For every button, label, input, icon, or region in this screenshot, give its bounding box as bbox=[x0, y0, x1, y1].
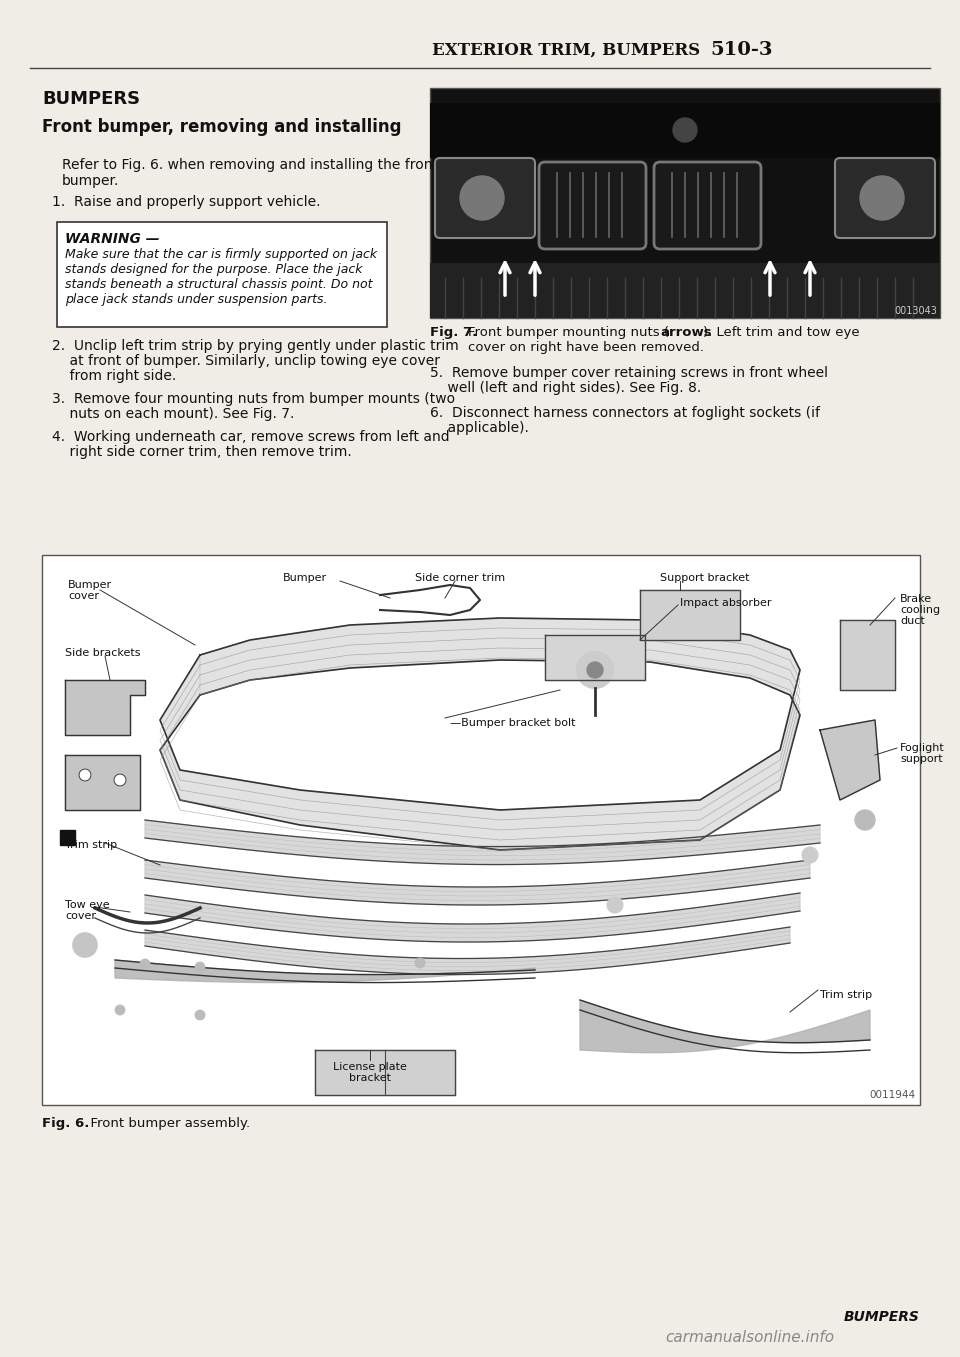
Text: 0011944: 0011944 bbox=[869, 1090, 915, 1101]
Text: from right side.: from right side. bbox=[52, 369, 177, 383]
Circle shape bbox=[115, 1006, 125, 1015]
Text: 6.  Disconnect harness connectors at foglight sockets (if: 6. Disconnect harness connectors at fogl… bbox=[430, 406, 820, 421]
Text: support: support bbox=[900, 754, 943, 764]
Polygon shape bbox=[115, 959, 535, 982]
Text: carmanualsonline.info: carmanualsonline.info bbox=[665, 1330, 834, 1345]
Text: Side corner trim: Side corner trim bbox=[415, 573, 505, 584]
Polygon shape bbox=[145, 820, 820, 864]
Circle shape bbox=[673, 118, 697, 142]
Polygon shape bbox=[60, 830, 75, 845]
Polygon shape bbox=[160, 617, 800, 849]
Circle shape bbox=[195, 962, 205, 972]
Text: Trim strip: Trim strip bbox=[65, 840, 117, 849]
Text: at front of bumper. Similarly, unclip towing eye cover: at front of bumper. Similarly, unclip to… bbox=[52, 354, 440, 368]
FancyBboxPatch shape bbox=[835, 157, 935, 237]
Polygon shape bbox=[840, 620, 895, 689]
Text: Support bracket: Support bracket bbox=[660, 573, 750, 584]
Text: nuts on each mount). See Fig. 7.: nuts on each mount). See Fig. 7. bbox=[52, 407, 295, 421]
Text: License plate: License plate bbox=[333, 1063, 407, 1072]
Polygon shape bbox=[640, 590, 740, 641]
Text: Front bumper, removing and installing: Front bumper, removing and installing bbox=[42, 118, 401, 136]
Text: BUMPERS: BUMPERS bbox=[844, 1310, 920, 1324]
Text: Fig. 6.: Fig. 6. bbox=[42, 1117, 89, 1130]
Circle shape bbox=[114, 773, 126, 786]
Polygon shape bbox=[315, 1050, 455, 1095]
FancyBboxPatch shape bbox=[430, 263, 940, 318]
Text: 2.  Unclip left trim strip by prying gently under plastic trim: 2. Unclip left trim strip by prying gent… bbox=[52, 339, 459, 353]
Circle shape bbox=[460, 176, 504, 220]
Polygon shape bbox=[145, 893, 800, 942]
Circle shape bbox=[79, 769, 91, 782]
Text: 4.  Working underneath car, remove screws from left and: 4. Working underneath car, remove screws… bbox=[52, 430, 449, 444]
FancyBboxPatch shape bbox=[654, 161, 761, 248]
Text: Front bumper assembly.: Front bumper assembly. bbox=[82, 1117, 251, 1130]
Text: arrows: arrows bbox=[660, 326, 711, 339]
FancyBboxPatch shape bbox=[57, 223, 387, 327]
Text: —Bumper bracket bolt: —Bumper bracket bolt bbox=[450, 718, 575, 727]
Polygon shape bbox=[580, 1000, 870, 1053]
Text: 1.  Raise and properly support vehicle.: 1. Raise and properly support vehicle. bbox=[52, 195, 321, 209]
Text: 0013043: 0013043 bbox=[894, 305, 937, 316]
Text: Foglight: Foglight bbox=[900, 744, 945, 753]
Circle shape bbox=[860, 176, 904, 220]
Text: Brake: Brake bbox=[900, 594, 932, 604]
Circle shape bbox=[802, 847, 818, 863]
Circle shape bbox=[195, 1010, 205, 1020]
Text: bumper.: bumper. bbox=[62, 174, 119, 189]
Polygon shape bbox=[145, 860, 810, 905]
FancyBboxPatch shape bbox=[42, 555, 920, 1105]
Polygon shape bbox=[65, 680, 145, 735]
FancyBboxPatch shape bbox=[539, 161, 646, 248]
Circle shape bbox=[587, 662, 603, 678]
Text: EXTERIOR TRIM, BUMPERS: EXTERIOR TRIM, BUMPERS bbox=[432, 42, 700, 58]
Text: Bumper: Bumper bbox=[68, 579, 112, 590]
Circle shape bbox=[855, 810, 875, 830]
Polygon shape bbox=[65, 754, 140, 810]
Text: 3.  Remove four mounting nuts from bumper mounts (two: 3. Remove four mounting nuts from bumper… bbox=[52, 392, 455, 406]
Circle shape bbox=[140, 959, 150, 969]
Text: Fig. 7.: Fig. 7. bbox=[430, 326, 477, 339]
Text: ). Left trim and tow eye: ). Left trim and tow eye bbox=[703, 326, 859, 339]
Circle shape bbox=[577, 651, 613, 688]
Polygon shape bbox=[820, 721, 880, 801]
Circle shape bbox=[73, 934, 97, 957]
Text: duct: duct bbox=[900, 616, 924, 626]
FancyBboxPatch shape bbox=[430, 103, 940, 157]
Text: BUMPERS: BUMPERS bbox=[42, 90, 140, 109]
Circle shape bbox=[607, 897, 623, 913]
Text: Tow eye: Tow eye bbox=[65, 900, 109, 911]
Text: Refer to Fig. 6. when removing and installing the front: Refer to Fig. 6. when removing and insta… bbox=[62, 157, 438, 172]
Text: stands beneath a structural chassis point. Do not: stands beneath a structural chassis poin… bbox=[65, 278, 372, 290]
Text: place jack stands under suspension parts.: place jack stands under suspension parts… bbox=[65, 293, 327, 305]
Text: stands designed for the purpose. Place the jack: stands designed for the purpose. Place t… bbox=[65, 263, 363, 275]
FancyBboxPatch shape bbox=[435, 157, 535, 237]
Text: WARNING —: WARNING — bbox=[65, 232, 159, 246]
Text: Trim strip: Trim strip bbox=[820, 991, 872, 1000]
Text: cover: cover bbox=[65, 911, 96, 921]
Text: cover on right have been removed.: cover on right have been removed. bbox=[468, 341, 704, 354]
Polygon shape bbox=[545, 635, 645, 680]
Text: 5.  Remove bumper cover retaining screws in front wheel: 5. Remove bumper cover retaining screws … bbox=[430, 366, 828, 380]
Text: Impact absorber: Impact absorber bbox=[680, 598, 772, 608]
Text: well (left and right sides). See Fig. 8.: well (left and right sides). See Fig. 8. bbox=[430, 381, 701, 395]
Text: Make sure that the car is firmly supported on jack: Make sure that the car is firmly support… bbox=[65, 248, 377, 261]
Text: Side brackets: Side brackets bbox=[65, 649, 140, 658]
Text: right side corner trim, then remove trim.: right side corner trim, then remove trim… bbox=[52, 445, 351, 459]
Polygon shape bbox=[145, 927, 790, 974]
Text: cover: cover bbox=[68, 592, 99, 601]
Circle shape bbox=[415, 958, 425, 968]
Text: Front bumper mounting nuts (: Front bumper mounting nuts ( bbox=[468, 326, 669, 339]
Text: applicable).: applicable). bbox=[430, 421, 529, 436]
Text: cooling: cooling bbox=[900, 605, 940, 615]
Text: 510-3: 510-3 bbox=[710, 41, 773, 58]
Text: Bumper: Bumper bbox=[283, 573, 327, 584]
Text: bracket: bracket bbox=[349, 1073, 391, 1083]
FancyBboxPatch shape bbox=[430, 88, 940, 318]
